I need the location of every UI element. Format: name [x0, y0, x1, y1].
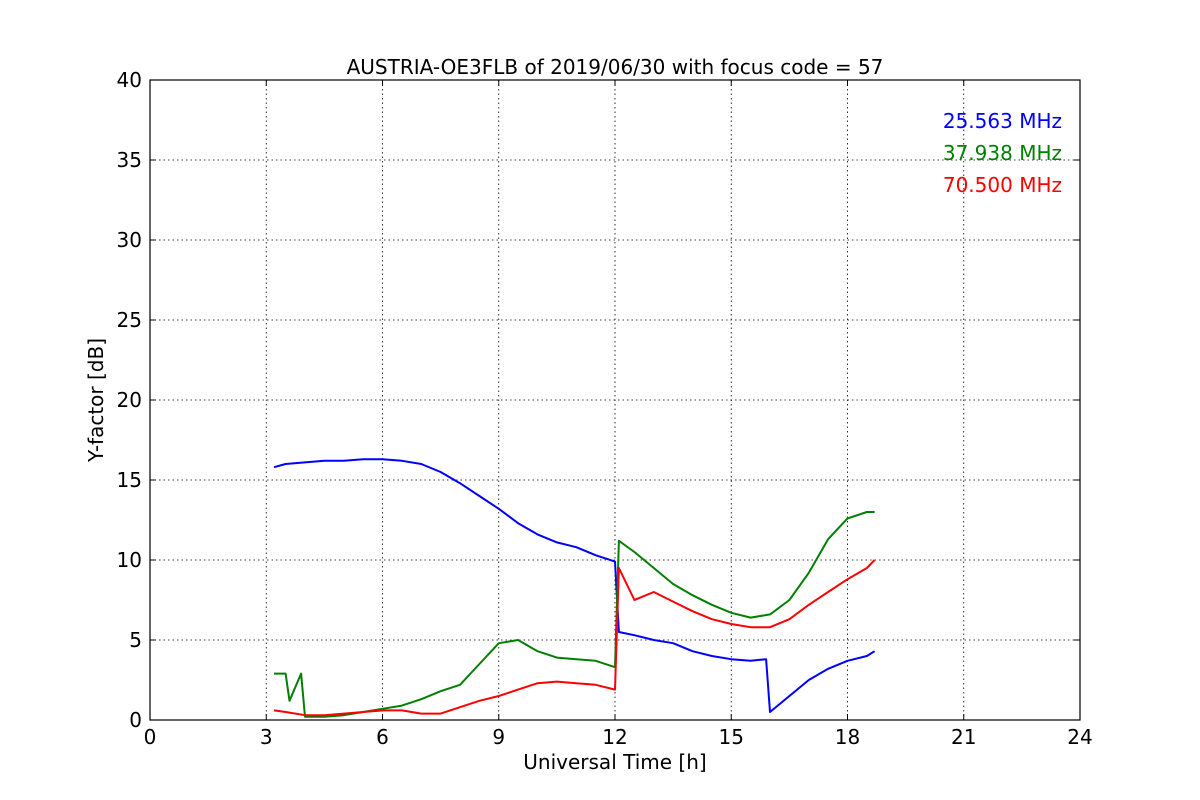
x-tick-label: 15	[719, 725, 744, 749]
series-line-2	[273, 559, 876, 717]
x-tick-label: 6	[376, 725, 389, 749]
x-axis-label: Universal Time [h]	[523, 750, 706, 774]
series-layer	[273, 458, 876, 718]
ticks: 0 3 6 9 12 15 18 21 24 0 5 10 15 20 25 30 35 40	[117, 68, 1093, 749]
x-tick-label: 18	[835, 725, 860, 749]
legend-entry-1: 37.938 MHz	[943, 141, 1062, 165]
y-axis-label: Y-factor [dB]	[84, 338, 108, 463]
y-tick-label: 20	[117, 388, 142, 412]
y-tick-label: 0	[129, 708, 142, 732]
y-tick-label: 10	[117, 548, 142, 572]
x-tick-label: 3	[260, 725, 273, 749]
series-line-0	[273, 458, 876, 713]
y-tick-label: 5	[129, 628, 142, 652]
x-tick-label: 12	[602, 725, 627, 749]
y-tick-label: 35	[117, 148, 142, 172]
legend: 25.563 MHz 37.938 MHz 70.500 MHz	[943, 109, 1062, 197]
x-tick-label: 21	[951, 725, 976, 749]
x-tick-label: 24	[1067, 725, 1092, 749]
series-line-1	[274, 511, 875, 718]
chart-title: AUSTRIA-OE3FLB of 2019/06/30 with focus …	[347, 55, 884, 79]
x-tick-label: 0	[144, 725, 157, 749]
y-tick-label: 25	[117, 308, 142, 332]
legend-entry-2: 70.500 MHz	[943, 173, 1062, 197]
y-tick-label: 40	[117, 68, 142, 92]
x-tick-label: 9	[492, 725, 505, 749]
legend-entry-0: 25.563 MHz	[943, 109, 1062, 133]
y-tick-label: 30	[117, 228, 142, 252]
y-tick-label: 15	[117, 468, 142, 492]
